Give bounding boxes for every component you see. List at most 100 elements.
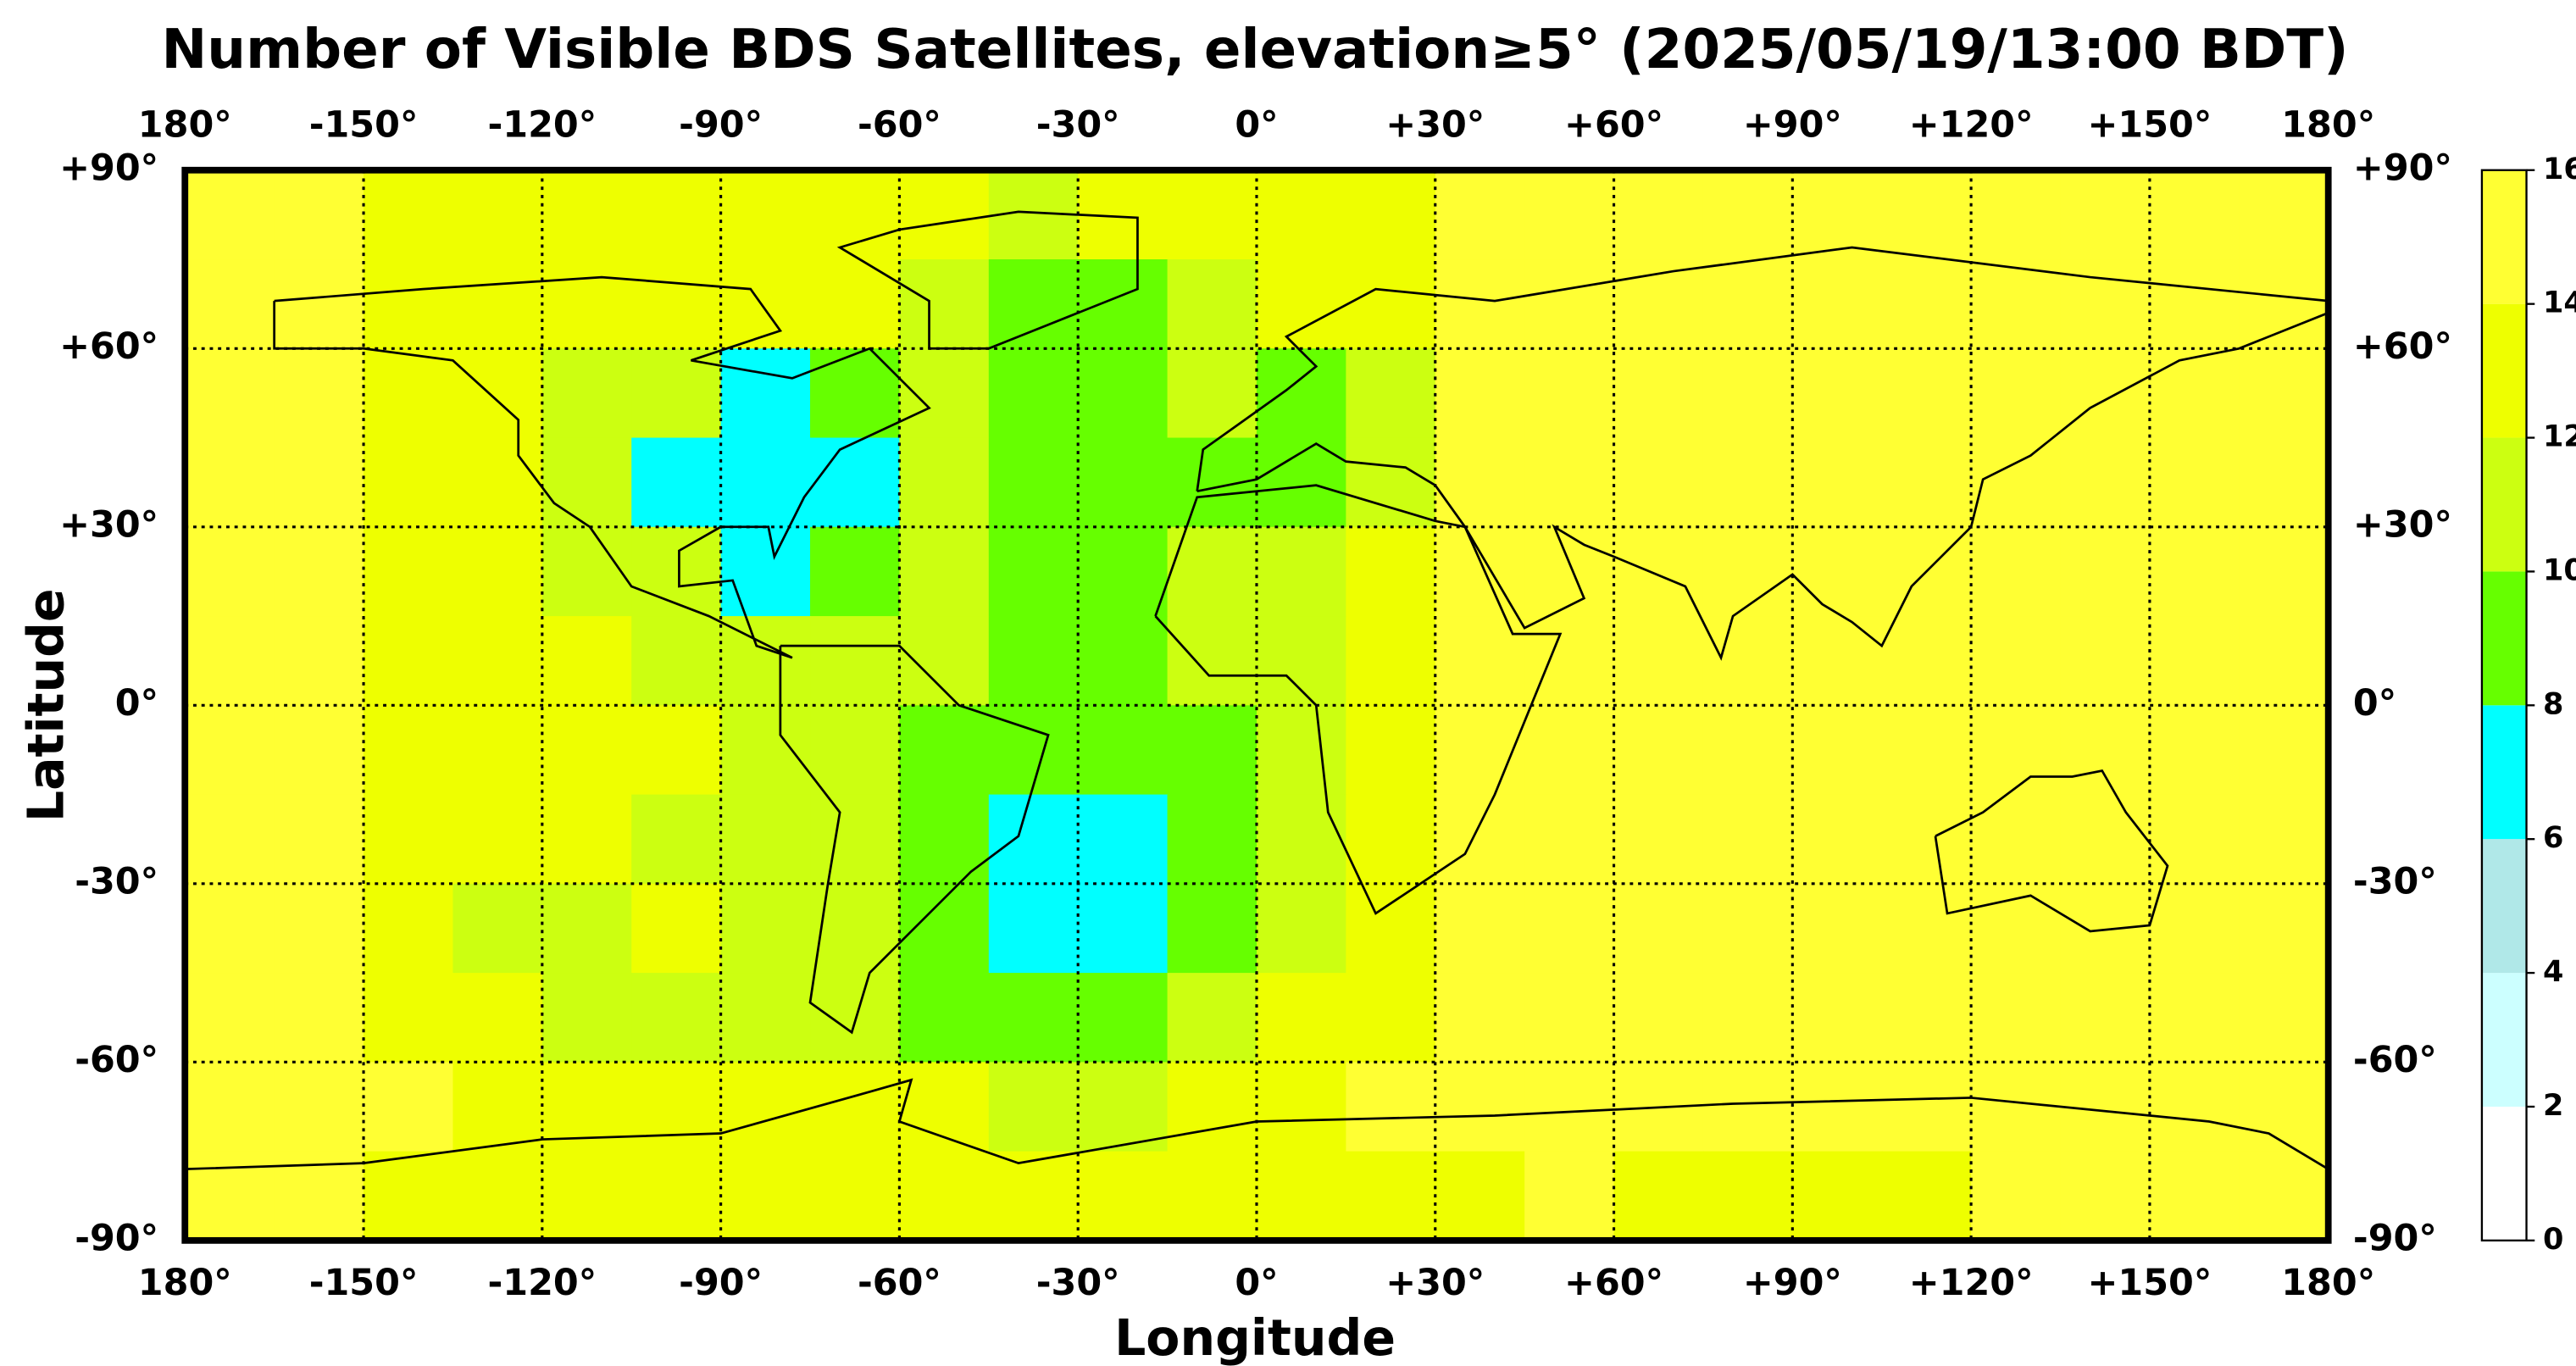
x-tick-label: 0° — [1235, 104, 1278, 147]
heat-cell — [1346, 973, 1436, 1063]
colorbar-tick-label: 4 — [2543, 954, 2563, 989]
x-tick-label: +90° — [1743, 104, 1842, 147]
heat-cell — [1435, 1062, 1526, 1152]
colorbar-segment — [2481, 839, 2527, 974]
heat-cell — [899, 259, 990, 350]
heat-cell — [541, 259, 633, 350]
heat-cell — [631, 259, 722, 350]
heat-cell — [1435, 616, 1526, 707]
y-tick-label: 0° — [2353, 682, 2396, 725]
heat-cell — [988, 616, 1080, 707]
heat-cell — [1167, 169, 1258, 261]
heat-cell — [541, 794, 633, 885]
coastline — [1154, 484, 1563, 915]
heat-cell — [2060, 973, 2151, 1063]
heat-cell — [274, 1062, 365, 1152]
heat-cell — [1613, 973, 1705, 1063]
heat-cell — [1702, 616, 1794, 707]
heat-cell — [631, 1062, 722, 1152]
heat-cell — [1435, 437, 1526, 528]
heat-cell — [1256, 1151, 1347, 1242]
heat-cell — [899, 169, 990, 261]
heat-cell — [1524, 973, 1615, 1063]
heat-cell — [1435, 794, 1526, 885]
heat-cell — [1792, 348, 1883, 439]
heat-cell — [1435, 169, 1526, 261]
heat-cell — [2060, 437, 2151, 528]
heat-cell — [720, 616, 812, 707]
heat-cell — [899, 1062, 990, 1152]
colorbar-segment — [2481, 1106, 2527, 1241]
colorbar-tick-label: 12 — [2543, 419, 2576, 454]
heat-cell — [1792, 616, 1883, 707]
heat-cell — [1256, 1062, 1347, 1152]
colorbar-tick-label: 14 — [2543, 286, 2576, 320]
heat-cell — [1078, 437, 1169, 528]
heat-cell — [988, 526, 1080, 618]
heat-cell — [810, 1062, 901, 1152]
heat-cell — [364, 1062, 454, 1152]
heat-cell — [988, 437, 1080, 528]
heat-cell — [185, 973, 275, 1063]
heat-cell — [2060, 348, 2151, 439]
coastline — [273, 275, 931, 659]
heat-cell — [899, 973, 990, 1063]
heat-cell — [631, 794, 722, 885]
colorbar-segment — [2481, 705, 2527, 840]
heat-cell — [1524, 794, 1615, 885]
x-tick-label: +30° — [1385, 104, 1485, 147]
heat-cell — [185, 526, 275, 618]
x-tick-label: -60° — [858, 1262, 941, 1304]
x-tick-label: -150° — [309, 104, 419, 147]
heat-cell — [1167, 259, 1258, 350]
heat-cell — [1881, 616, 1973, 707]
heat-cell — [810, 348, 901, 439]
y-tick-label: +90° — [2353, 147, 2452, 189]
heat-cell — [1881, 1062, 1973, 1152]
heat-cell — [2239, 883, 2329, 975]
heat-cell — [988, 348, 1080, 439]
heat-cell — [1435, 259, 1526, 350]
heat-cell — [1078, 348, 1169, 439]
heat-cell — [631, 973, 722, 1063]
heat-cell — [1256, 169, 1347, 261]
y-tick-label: +90° — [59, 147, 158, 189]
heat-cell — [452, 526, 543, 618]
heat-cell — [1792, 705, 1883, 796]
x-tick-label: 180° — [138, 1262, 232, 1304]
heat-cell — [185, 348, 275, 439]
heat-cell — [1167, 705, 1258, 796]
heat-cell — [1524, 169, 1615, 261]
colorbar-segment — [2481, 973, 2527, 1107]
colorbar-tick-label: 2 — [2543, 1088, 2563, 1123]
heat-cell — [1524, 259, 1615, 350]
x-tick-label: +120° — [1909, 104, 2034, 147]
x-tick-label: -90° — [679, 1262, 763, 1304]
heat-cell — [1346, 794, 1436, 885]
heat-cell — [1256, 259, 1347, 350]
grid — [181, 166, 2332, 1244]
heat-cell — [274, 973, 365, 1063]
heat-cell — [1881, 437, 1973, 528]
heat-cell — [1346, 1062, 1436, 1152]
heat-cell — [988, 259, 1080, 350]
heat-cell — [1971, 1062, 2062, 1152]
heat-cell — [810, 883, 901, 975]
heat-cell — [364, 526, 454, 618]
heat-cell — [1613, 169, 1705, 261]
heat-cell — [1346, 705, 1436, 796]
heat-cell — [810, 169, 901, 261]
heat-cell — [631, 883, 722, 975]
heat-cell — [274, 259, 365, 350]
y-tick-label: -60° — [2353, 1039, 2437, 1081]
heat-cell — [1524, 1151, 1615, 1242]
heat-cell — [452, 705, 543, 796]
heat-cell — [720, 794, 812, 885]
y-tick-label: -90° — [2353, 1217, 2437, 1259]
heat-cell — [1167, 1151, 1258, 1242]
heat-cell — [2239, 259, 2329, 350]
heat-cell — [899, 348, 990, 439]
heat-cell — [274, 348, 365, 439]
heat-cell — [1971, 883, 2062, 975]
heat-cell — [274, 169, 365, 261]
